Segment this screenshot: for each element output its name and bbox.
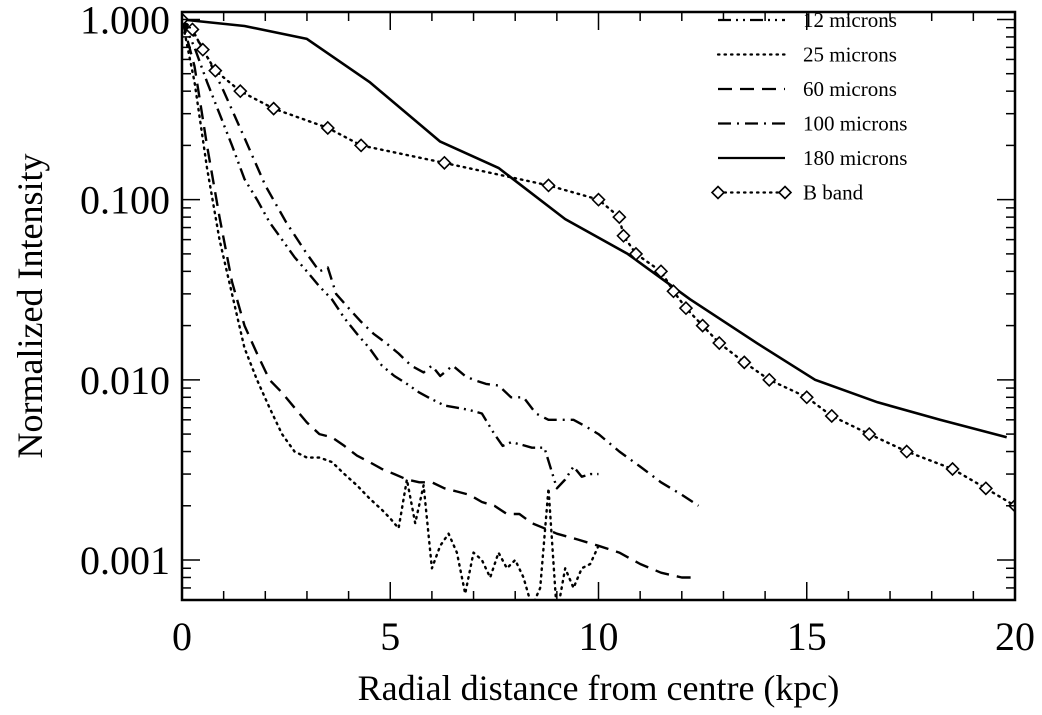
y-axis-title: Normalized Intensity (10, 154, 50, 459)
legend-label-4: 180 microns (803, 146, 907, 170)
x-tick-label: 15 (787, 614, 827, 659)
x-axis-title: Radial distance from centre (kpc) (358, 668, 840, 708)
legend-label-0: 12 microns (803, 8, 897, 32)
series-marker-5-18 (712, 335, 727, 351)
legend-label-1: 25 microns (803, 43, 897, 67)
series-marker-5-17 (695, 318, 710, 333)
labels-layer: 0 5 10 15 20 1.000 0.100 0.010 0.001 (80, 0, 1035, 659)
series-marker-5-4 (233, 84, 248, 99)
series-marker-5-12 (616, 228, 631, 243)
series-marker-5-15 (666, 284, 681, 299)
series-marker-5-6 (320, 120, 335, 136)
series-marker-5-23 (862, 426, 877, 442)
series-line-1 (182, 18, 600, 600)
series-marker-5-24 (899, 444, 914, 459)
series-marker-5-14 (653, 264, 669, 279)
series-marker-5-26 (978, 481, 993, 496)
y-tick-label: 0.100 (80, 178, 170, 223)
series-marker-5-19 (737, 355, 752, 370)
series-marker-5-21 (799, 390, 814, 405)
legend-label-2: 60 microns (803, 77, 897, 101)
x-tick-label: 20 (995, 614, 1035, 659)
x-tick-label: 5 (380, 614, 400, 659)
series-line-4 (182, 18, 1008, 439)
series-line-0 (182, 19, 599, 490)
series-marker-5-11 (612, 209, 627, 225)
series-marker-5-7 (353, 138, 369, 153)
series-marker-5-10 (591, 192, 606, 207)
x-tick-label: 10 (579, 614, 619, 659)
series-line-2 (182, 19, 699, 579)
series-marker-5-13 (628, 246, 644, 262)
legend-marker-5-0 (710, 185, 726, 200)
legend-marker-5-1 (777, 185, 793, 200)
series-marker-5-8 (437, 155, 452, 170)
series-marker-5-3 (208, 63, 223, 78)
y-tick-label: 1.000 (80, 0, 170, 42)
series-marker-5-25 (945, 461, 960, 477)
series-marker-5-20 (762, 372, 777, 387)
legend: 12 microns 25 microns 60 microns 100 micron… (710, 8, 907, 205)
ticks-layer (181, 12, 1016, 601)
series-marker-5-22 (824, 408, 839, 424)
y-tick-label: 0.001 (80, 538, 170, 583)
series-marker-5-5 (266, 101, 281, 116)
legend-label-3: 100 microns (803, 112, 907, 136)
x-tick-label: 0 (172, 614, 192, 659)
series-marker-5-2 (195, 42, 210, 57)
y-tick-label: 0.010 (80, 358, 170, 403)
series-layer (182, 12, 1015, 600)
series-line-5 (182, 18, 1015, 507)
series-line-3 (182, 18, 700, 507)
series-marker-5-9 (541, 178, 556, 193)
legend-label-5: B band (803, 181, 864, 205)
series-marker-5-16 (678, 301, 694, 316)
